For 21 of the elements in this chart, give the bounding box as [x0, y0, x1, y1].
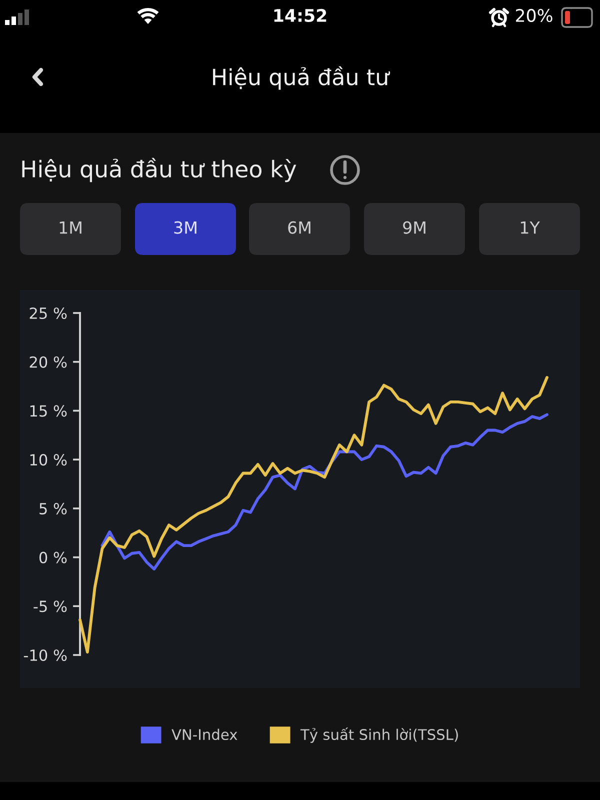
y-tick-label: 0 %: [39, 552, 67, 564]
line-series: [78, 376, 548, 654]
y-tick-label: 10 %: [30, 454, 67, 466]
chart-title: Hiệu quả đầu tư theo kỳ: [22, 158, 296, 182]
text: 6M: [288, 221, 310, 234]
y-tick-label: -5 %: [34, 600, 67, 612]
y-tick-label: 5 %: [40, 502, 67, 514]
line-series: [100, 413, 548, 570]
text: 9M: [403, 221, 426, 234]
y-tick-label: 15 %: [30, 405, 67, 417]
legend-label: Tỷ suất Sinh lời(TSSL): [300, 728, 458, 743]
text: 3M: [174, 221, 196, 234]
text: 20%: [516, 8, 552, 22]
legend-label: VN-Index: [172, 728, 238, 740]
y-tick-label: -10 %: [24, 649, 67, 662]
text: Hiệu quả đầu tư: [213, 66, 390, 90]
text: 14:52: [274, 8, 326, 22]
y-tick-label: 25 %: [30, 307, 67, 320]
text: 1M: [60, 221, 82, 234]
text: 1Y: [520, 221, 540, 234]
y-tick-label: 20 %: [30, 356, 67, 368]
